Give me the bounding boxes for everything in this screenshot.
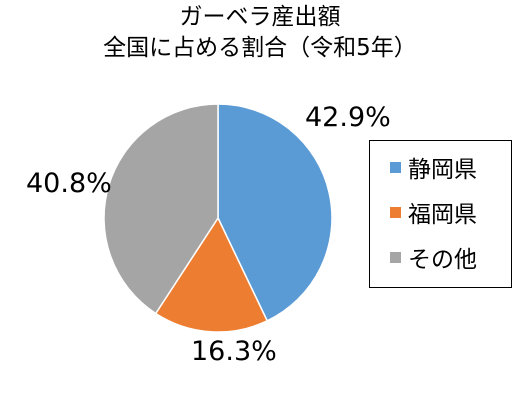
pie-slice-shizuoka: [217, 103, 333, 322]
legend: 静岡県 福岡県 その他: [369, 140, 512, 288]
chart-title: ガーベラ産出額 全国に占める割合（令和5年）: [40, 2, 480, 64]
chart-title-line-2: 全国に占める割合（令和5年）: [103, 35, 417, 61]
slice-label-other: 40.8%: [26, 168, 112, 199]
slice-label-shizuoka: 42.9%: [305, 102, 391, 133]
legend-swatch-fukuoka: [390, 206, 401, 218]
legend-label-other: その他: [408, 247, 477, 273]
slice-label-fukuoka: 16.3%: [191, 336, 277, 367]
legend-swatch-shizuoka: [390, 161, 401, 173]
legend-item-other: その他: [390, 242, 477, 273]
legend-label-shizuoka: 静岡県: [408, 157, 477, 183]
pie-slice-other: [103, 103, 219, 315]
legend-label-fukuoka: 福岡県: [408, 202, 477, 228]
legend-item-shizuoka: 静岡県: [390, 152, 477, 183]
legend-swatch-other: [390, 251, 401, 263]
legend-item-fukuoka: 福岡県: [390, 197, 477, 228]
chart-title-line-1: ガーベラ産出額: [179, 4, 341, 30]
pie-slice-fukuoka: [154, 216, 269, 333]
